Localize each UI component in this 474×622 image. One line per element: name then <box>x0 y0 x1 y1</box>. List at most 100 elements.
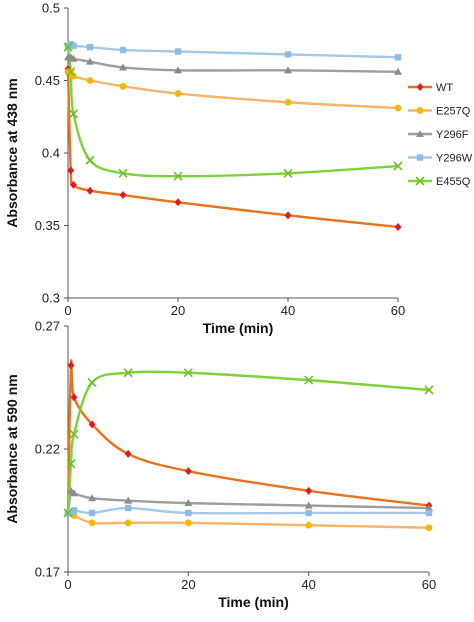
y-tick-label: 0.27 <box>35 319 60 334</box>
legend-marker <box>416 107 424 114</box>
data-point <box>284 211 292 220</box>
data-point <box>305 486 313 495</box>
data-point <box>284 51 292 58</box>
data-point <box>119 191 127 200</box>
data-point <box>283 168 293 178</box>
data-point <box>63 42 73 52</box>
legend: WT E257Q Y296F Y296W E455Q <box>408 82 473 188</box>
data-point <box>173 171 183 181</box>
y-axis-title: Absorbance at 438 nm <box>4 78 20 227</box>
data-point <box>394 222 402 231</box>
data-point <box>184 499 193 507</box>
series-markers-wt <box>64 64 402 231</box>
series-line-y296w <box>66 506 431 515</box>
legend-item: WT <box>408 82 453 94</box>
data-point <box>88 420 96 429</box>
data-point <box>70 42 77 49</box>
series-markers-y296f <box>64 53 402 75</box>
series-markers-e455q <box>63 42 403 181</box>
data-point <box>118 168 128 178</box>
y-axis-title: Absorbance at 590 nm <box>4 374 20 523</box>
x-tick-label: 0 <box>64 303 71 318</box>
chart-panel-2: 0.17 0.22 0.27 0 20 40 60 Time (min) Absorbance … <box>4 319 436 611</box>
data-point <box>305 521 313 529</box>
data-point <box>393 161 403 171</box>
data-point <box>174 48 182 55</box>
data-point <box>304 375 314 385</box>
legend-item: Y296F <box>408 129 469 141</box>
data-point <box>184 467 192 476</box>
legend-item: Y296W <box>408 153 473 165</box>
legend-item: E455Q <box>408 176 471 188</box>
data-point <box>70 393 78 402</box>
data-point <box>124 449 132 458</box>
data-point <box>66 459 76 469</box>
data-point <box>124 519 132 527</box>
chart-panel-1: 0.3 0.35 0.4 0.45 0.5 0 20 40 60 Time (min) Absorb… <box>4 1 473 337</box>
y-tick-label: 0.35 <box>35 218 60 233</box>
data-point <box>124 496 133 504</box>
data-point <box>68 109 79 119</box>
data-point <box>88 509 96 517</box>
x-tick-label: 20 <box>181 577 195 592</box>
data-point <box>394 54 402 61</box>
x-tick-label: 20 <box>171 303 185 318</box>
x-axis-title: Time (min) <box>218 594 289 610</box>
series-line-e257q <box>66 70 400 110</box>
data-point <box>425 504 433 512</box>
y-tick-label: 0.17 <box>35 565 60 580</box>
data-point <box>67 166 75 175</box>
data-point <box>119 46 127 54</box>
data-point <box>88 494 97 502</box>
series-line-y296w <box>66 43 400 59</box>
data-point <box>70 489 79 497</box>
data-point <box>304 501 313 509</box>
data-point <box>70 507 78 514</box>
legend-label: WT <box>436 82 453 94</box>
data-point <box>69 54 78 62</box>
data-point <box>425 524 433 532</box>
data-point <box>174 66 182 74</box>
x-tick-label: 60 <box>391 303 405 318</box>
data-point <box>394 67 402 75</box>
data-point <box>123 368 133 378</box>
legend-label: E455Q <box>436 176 471 188</box>
legend-marker <box>416 130 424 137</box>
data-point <box>425 509 433 517</box>
x-tick-label: 40 <box>301 577 315 592</box>
data-point <box>184 519 192 527</box>
data-point <box>284 98 292 106</box>
x-tick-label: 0 <box>64 577 71 592</box>
legend-label: Y296F <box>436 129 469 141</box>
series-markers-e455q <box>63 368 434 518</box>
data-point <box>63 508 73 518</box>
y-tick-label: 0.4 <box>42 146 60 161</box>
series-line-e455q <box>66 370 431 515</box>
legend-marker <box>415 176 425 186</box>
data-point <box>119 63 127 71</box>
data-point <box>174 90 182 97</box>
data-point <box>124 504 132 512</box>
y-tick-label: 0.3 <box>42 291 60 306</box>
data-point <box>305 509 312 517</box>
data-point <box>66 67 76 77</box>
y-tick-label: 0.45 <box>35 73 60 88</box>
legend-marker <box>416 83 424 91</box>
series-line-wt <box>66 359 431 515</box>
x-tick-label: 60 <box>422 577 436 592</box>
series-line-y296f <box>66 55 400 73</box>
data-point <box>70 180 77 189</box>
data-point <box>86 186 94 195</box>
data-point <box>183 368 193 378</box>
legend-label: Y296W <box>436 153 473 165</box>
y-tick-label: 0.22 <box>35 442 60 457</box>
series-line-e257q <box>66 511 431 529</box>
data-point <box>424 385 434 395</box>
data-point <box>284 66 292 74</box>
data-point <box>88 519 96 527</box>
x-tick-label: 40 <box>281 303 295 318</box>
x-axis-title: Time (min) <box>203 320 274 336</box>
legend-marker <box>416 154 424 161</box>
data-point <box>67 361 75 370</box>
data-point <box>85 155 95 165</box>
